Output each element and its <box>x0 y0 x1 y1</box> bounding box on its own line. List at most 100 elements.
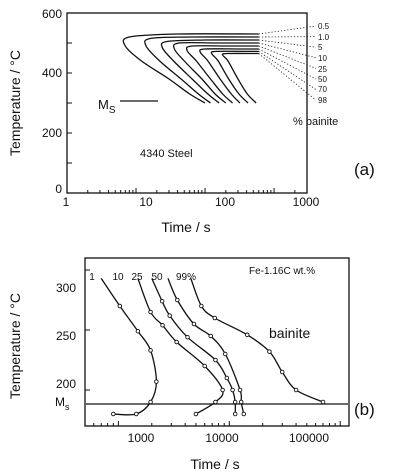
data-point <box>241 411 247 417</box>
ms-label-a: MS <box>98 97 116 116</box>
panel-b-y-tick-label: 250 <box>56 329 76 343</box>
panel-a-y-tick-label: 400 <box>42 66 62 80</box>
data-point <box>174 339 179 345</box>
panel-b-y-tick-label: 300 <box>56 281 76 295</box>
panel-b-x-tick-label: 10000 <box>205 431 239 445</box>
panel-a-y-ticks <box>67 12 72 194</box>
panel-a-y-tick-label: 200 <box>42 126 62 140</box>
data-point <box>212 315 218 321</box>
bainite-curve-50 <box>199 48 259 104</box>
data-point <box>238 399 244 405</box>
material-label: 4340 Steel <box>140 148 193 160</box>
panel-a-label: (a) <box>354 160 375 179</box>
data-point <box>134 411 139 417</box>
legend-value: 0.5 <box>318 22 330 31</box>
panel-b-y-ticks <box>85 269 90 391</box>
panel-b-curves <box>100 278 324 416</box>
data-point <box>223 351 228 357</box>
composition-label: Fe-1.16C wt.% <box>249 266 315 277</box>
legend-value: 25 <box>318 65 327 74</box>
legend-value: 1.0 <box>318 33 330 42</box>
data-point <box>267 349 272 354</box>
data-point <box>208 333 213 339</box>
data-point <box>202 363 207 369</box>
legend-value: 10 <box>318 54 327 63</box>
data-point <box>111 411 116 417</box>
legend-leader-line <box>258 45 317 69</box>
panel-b-x-tick-label: 100000 <box>289 431 329 445</box>
data-point <box>232 399 238 405</box>
panel-b-x-tick-label: 1000 <box>128 431 155 445</box>
data-point <box>224 375 230 381</box>
curve-label: 50 <box>151 272 163 283</box>
data-point <box>230 387 235 393</box>
bainite-curve-70 <box>210 50 259 104</box>
bainite-curve-10 <box>137 278 224 415</box>
panel-a-x-ticks <box>66 188 296 193</box>
bainite-curve-50 <box>167 278 245 415</box>
data-point <box>148 309 153 315</box>
data-point <box>213 399 218 405</box>
panel-a-x-axis-label: Time / s <box>161 219 210 235</box>
data-point <box>244 332 250 338</box>
bainite-curve-1.0 <box>144 36 259 104</box>
legend-leader-line <box>258 42 317 59</box>
panel-b-y-axis-label: Temperature / °C <box>7 293 23 399</box>
data-point <box>185 334 190 340</box>
panel-a-x-tick-label: 10 <box>139 195 153 209</box>
legend-leader-line <box>258 48 317 80</box>
data-point <box>148 348 153 353</box>
region-label: bainite <box>269 325 310 341</box>
data-point <box>167 313 172 318</box>
panel-a-x-tick-label: 1 <box>63 195 70 209</box>
data-point <box>160 322 165 328</box>
data-point <box>159 298 165 304</box>
data-point <box>293 387 299 393</box>
bainite-curve-1 <box>100 278 158 416</box>
data-point <box>117 303 123 309</box>
panel-b-y-tick-label: 200 <box>56 377 76 391</box>
data-point <box>232 411 238 417</box>
panel-a-x-tick-label: 100 <box>215 195 235 209</box>
panel-b-x-ticks <box>93 421 341 426</box>
legend-leader-line <box>258 25 317 35</box>
legend-value: 50 <box>318 75 327 84</box>
curve-label: 25 <box>131 272 143 283</box>
panel-a-y-tick-label: 0 <box>55 182 62 196</box>
bainite-curve-25 <box>185 45 259 104</box>
data-point <box>320 399 326 405</box>
bainite-curve-5 <box>160 39 259 104</box>
legend-value: 98 <box>318 96 327 105</box>
panel-a: 1 10 100 1000 0 200 400 600 Time / s Tem… <box>7 7 375 235</box>
panel-b-x-axis-label: Time / s <box>190 456 239 472</box>
panel-b-label: (b) <box>354 400 375 419</box>
data-point <box>175 297 180 303</box>
curve-label: 1 <box>89 272 95 283</box>
legend-leader-line <box>258 53 317 101</box>
legend-value: 5 <box>318 43 323 52</box>
bainite-curve-98 <box>221 52 259 104</box>
panel-a-x-tick-label: 1000 <box>293 195 320 209</box>
ms-label-b: Ms <box>55 395 70 412</box>
data-point <box>237 387 243 393</box>
data-point <box>220 387 225 393</box>
panel-a-curves <box>122 33 259 104</box>
data-point <box>279 369 285 375</box>
panel-b-points <box>111 297 326 417</box>
legend-value: 70 <box>318 85 327 94</box>
panel-a-legend-leaders <box>258 25 317 101</box>
legend-unit: % bainite <box>293 116 338 128</box>
curve-label: 99% <box>176 272 196 283</box>
data-point <box>193 411 199 417</box>
panel-a-y-tick-label: 600 <box>42 7 62 21</box>
panel-a-y-axis-label: Temperature / °C <box>7 50 23 156</box>
bainite-curve-0.5 <box>122 33 259 104</box>
data-point <box>199 303 204 309</box>
data-point <box>148 399 153 405</box>
panel-b-plot-frame <box>84 257 350 427</box>
curve-label: 10 <box>112 272 124 283</box>
data-point <box>191 321 197 327</box>
data-point <box>154 379 159 384</box>
legend-leader-line <box>258 39 317 48</box>
